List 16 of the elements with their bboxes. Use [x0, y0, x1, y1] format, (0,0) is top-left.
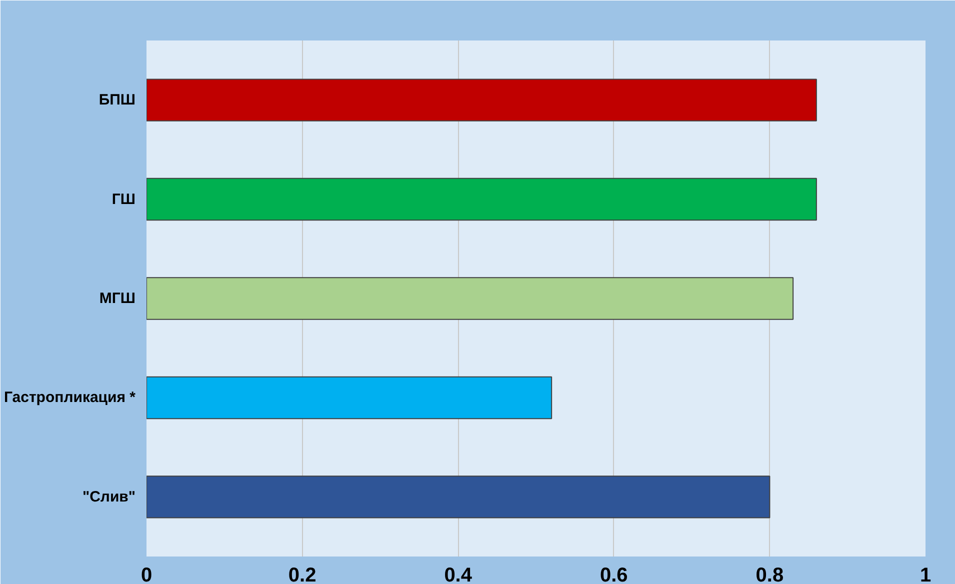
- x-tick-label: 1: [920, 564, 932, 584]
- x-tick-label: 0.8: [756, 564, 784, 584]
- x-tick-label: 0.4: [444, 564, 473, 584]
- x-tick-label: 0: [140, 564, 152, 584]
- x-tick-label: 0.6: [600, 564, 628, 584]
- bar: [146, 178, 817, 221]
- bar: [146, 376, 552, 420]
- y-tick-label: ГШ: [112, 190, 136, 208]
- y-tick-label: Гастропликация *: [4, 389, 136, 406]
- y-tick-label: БПШ: [98, 92, 136, 109]
- bar: [146, 277, 794, 320]
- y-tick-label: МГШ: [99, 290, 136, 307]
- bar: [146, 476, 770, 518]
- x-tick-label: 0.2: [288, 564, 316, 584]
- bar: [146, 78, 817, 122]
- y-tick-label: "Слив": [82, 488, 136, 506]
